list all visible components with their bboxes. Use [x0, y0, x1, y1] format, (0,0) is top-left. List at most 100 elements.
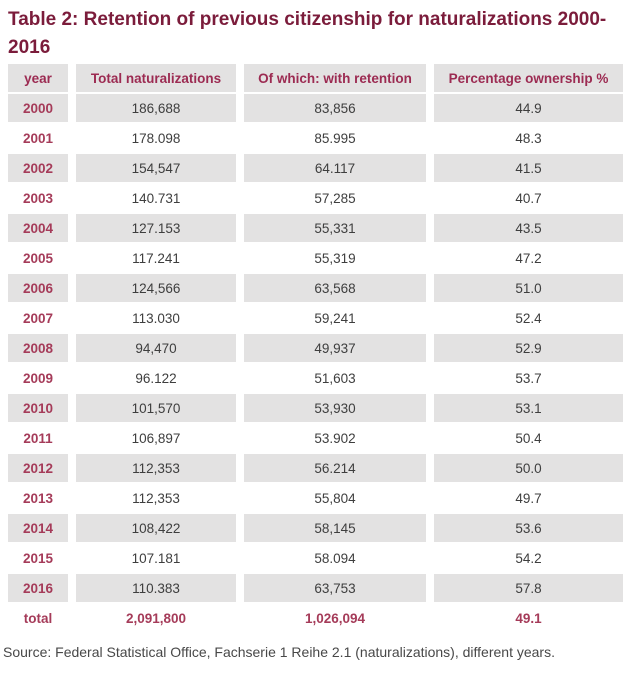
- year-cell: 2013: [8, 484, 68, 512]
- total-naturalizations-cell: 186,688: [76, 94, 236, 122]
- percentage-cell: 47.2: [434, 244, 623, 272]
- table-header-row: year Total naturalizations Of which: wit…: [8, 64, 623, 92]
- page-title-line2: 2016: [8, 37, 51, 58]
- total-naturalizations-cell: 124,566: [76, 274, 236, 302]
- table-row: 2015 107.181 58.094 54.2: [8, 544, 623, 572]
- table-row: 2003 140.731 57,285 40.7: [8, 184, 623, 212]
- retention-cell: 58,145: [244, 514, 426, 542]
- total-naturalizations-cell: 117.241: [76, 244, 236, 272]
- total-naturalizations-sum-cell: 2,091,800: [76, 604, 236, 632]
- year-cell: 2008: [8, 334, 68, 362]
- percentage-cell: 52.4: [434, 304, 623, 332]
- column-header-year: year: [8, 64, 68, 92]
- year-cell: 2003: [8, 184, 68, 212]
- table-row: 2006 124,566 63,568 51.0: [8, 274, 623, 302]
- retention-cell: 49,937: [244, 334, 426, 362]
- year-cell: 2014: [8, 514, 68, 542]
- table-row: 2007 113.030 59,241 52.4: [8, 304, 623, 332]
- retention-cell: 58.094: [244, 544, 426, 572]
- column-header-total-naturalizations: Total naturalizations: [76, 64, 236, 92]
- year-cell: 2010: [8, 394, 68, 422]
- percentage-cell: 44.9: [434, 94, 623, 122]
- table-row: 2011 106,897 53.902 50.4: [8, 424, 623, 452]
- table-row: 2005 117.241 55,319 47.2: [8, 244, 623, 272]
- table-row: 2009 96.122 51,603 53.7: [8, 364, 623, 392]
- retention-cell: 83,856: [244, 94, 426, 122]
- percentage-cell: 51.0: [434, 274, 623, 302]
- year-cell: 2012: [8, 454, 68, 482]
- source-note: Source: Federal Statistical Office, Fach…: [3, 644, 555, 660]
- percentage-cell: 52.9: [434, 334, 623, 362]
- retention-cell: 64.117: [244, 154, 426, 182]
- retention-cell: 85.995: [244, 124, 426, 152]
- total-naturalizations-cell: 94,470: [76, 334, 236, 362]
- total-naturalizations-cell: 154,547: [76, 154, 236, 182]
- retention-cell: 51,603: [244, 364, 426, 392]
- retention-cell: 63,753: [244, 574, 426, 602]
- total-naturalizations-cell: 96.122: [76, 364, 236, 392]
- column-header-percentage: Percentage ownership %: [434, 64, 623, 92]
- year-cell: 2016: [8, 574, 68, 602]
- percentage-cell: 48.3: [434, 124, 623, 152]
- table-row: 2004 127.153 55,331 43.5: [8, 214, 623, 242]
- table-row: 2014 108,422 58,145 53.6: [8, 514, 623, 542]
- table-row: 2013 112,353 55,804 49.7: [8, 484, 623, 512]
- total-naturalizations-cell: 110.383: [76, 574, 236, 602]
- percentage-cell: 53.7: [434, 364, 623, 392]
- total-naturalizations-cell: 108,422: [76, 514, 236, 542]
- percentage-overall-cell: 49.1: [434, 604, 623, 632]
- percentage-cell: 43.5: [434, 214, 623, 242]
- year-cell: 2002: [8, 154, 68, 182]
- total-naturalizations-cell: 178.098: [76, 124, 236, 152]
- table-row: 2000 186,688 83,856 44.9: [8, 94, 623, 122]
- percentage-cell: 41.5: [434, 154, 623, 182]
- total-naturalizations-cell: 113.030: [76, 304, 236, 332]
- retention-sum-cell: 1,026,094: [244, 604, 426, 632]
- retention-cell: 63,568: [244, 274, 426, 302]
- percentage-cell: 40.7: [434, 184, 623, 212]
- total-naturalizations-cell: 140.731: [76, 184, 236, 212]
- percentage-cell: 54.2: [434, 544, 623, 572]
- total-naturalizations-cell: 107.181: [76, 544, 236, 572]
- table-row: 2016 110.383 63,753 57.8: [8, 574, 623, 602]
- year-cell: 2015: [8, 544, 68, 572]
- table-row: 2008 94,470 49,937 52.9: [8, 334, 623, 362]
- year-cell: 2009: [8, 364, 68, 392]
- column-header-with-retention: Of which: with retention: [244, 64, 426, 92]
- retention-table: year Total naturalizations Of which: wit…: [0, 62, 631, 634]
- retention-cell: 59,241: [244, 304, 426, 332]
- retention-cell: 56.214: [244, 454, 426, 482]
- year-cell: 2011: [8, 424, 68, 452]
- table-body: 2000 186,688 83,856 44.9 2001 178.098 85.995 48…: [8, 94, 623, 602]
- year-cell: 2001: [8, 124, 68, 152]
- percentage-cell: 53.1: [434, 394, 623, 422]
- page-title: Table 2: Retention of previous citizensh…: [8, 6, 623, 62]
- retention-cell: 53,930: [244, 394, 426, 422]
- year-cell: 2006: [8, 274, 68, 302]
- retention-cell: 55,319: [244, 244, 426, 272]
- total-naturalizations-cell: 112,353: [76, 484, 236, 512]
- year-cell: 2004: [8, 214, 68, 242]
- year-cell: 2000: [8, 94, 68, 122]
- percentage-cell: 53.6: [434, 514, 623, 542]
- total-naturalizations-cell: 127.153: [76, 214, 236, 242]
- total-naturalizations-cell: 106,897: [76, 424, 236, 452]
- total-label-cell: total: [8, 604, 68, 632]
- table-row: 2001 178.098 85.995 48.3: [8, 124, 623, 152]
- retention-cell: 53.902: [244, 424, 426, 452]
- year-cell: 2007: [8, 304, 68, 332]
- table-total-row: total 2,091,800 1,026,094 49.1: [8, 604, 623, 632]
- table-row: 2012 112,353 56.214 50.0: [8, 454, 623, 482]
- retention-cell: 55,804: [244, 484, 426, 512]
- retention-cell: 57,285: [244, 184, 426, 212]
- percentage-cell: 50.0: [434, 454, 623, 482]
- year-cell: 2005: [8, 244, 68, 272]
- retention-cell: 55,331: [244, 214, 426, 242]
- total-naturalizations-cell: 112,353: [76, 454, 236, 482]
- table-row: 2010 101,570 53,930 53.1: [8, 394, 623, 422]
- table-row: 2002 154,547 64.117 41.5: [8, 154, 623, 182]
- percentage-cell: 49.7: [434, 484, 623, 512]
- percentage-cell: 57.8: [434, 574, 623, 602]
- percentage-cell: 50.4: [434, 424, 623, 452]
- total-naturalizations-cell: 101,570: [76, 394, 236, 422]
